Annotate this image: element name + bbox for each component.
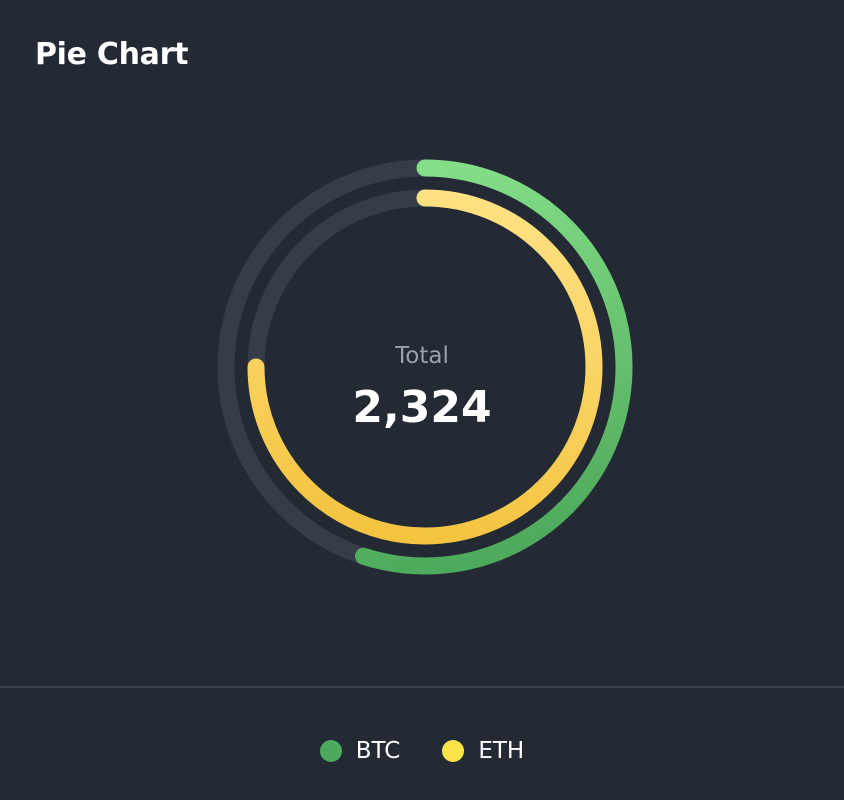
- total-label: Total: [395, 343, 449, 369]
- total-value: 2,324: [352, 382, 492, 433]
- chart-title: Pie Chart: [35, 37, 189, 72]
- chart-legend: BTC ETH: [0, 728, 844, 774]
- legend-label: ETH: [478, 738, 525, 764]
- legend-dot-icon: [319, 740, 342, 762]
- legend-item-eth[interactable]: ETH: [442, 738, 524, 764]
- legend-label: BTC: [355, 738, 401, 764]
- ring-arc-eth[interactable]: [247, 189, 603, 545]
- legend-dot-icon: [442, 740, 465, 762]
- ring-arc-btc[interactable]: [355, 159, 633, 575]
- legend-item-btc[interactable]: BTC: [319, 738, 401, 764]
- legend-divider: [0, 686, 844, 688]
- radial-chart: [217, 159, 633, 575]
